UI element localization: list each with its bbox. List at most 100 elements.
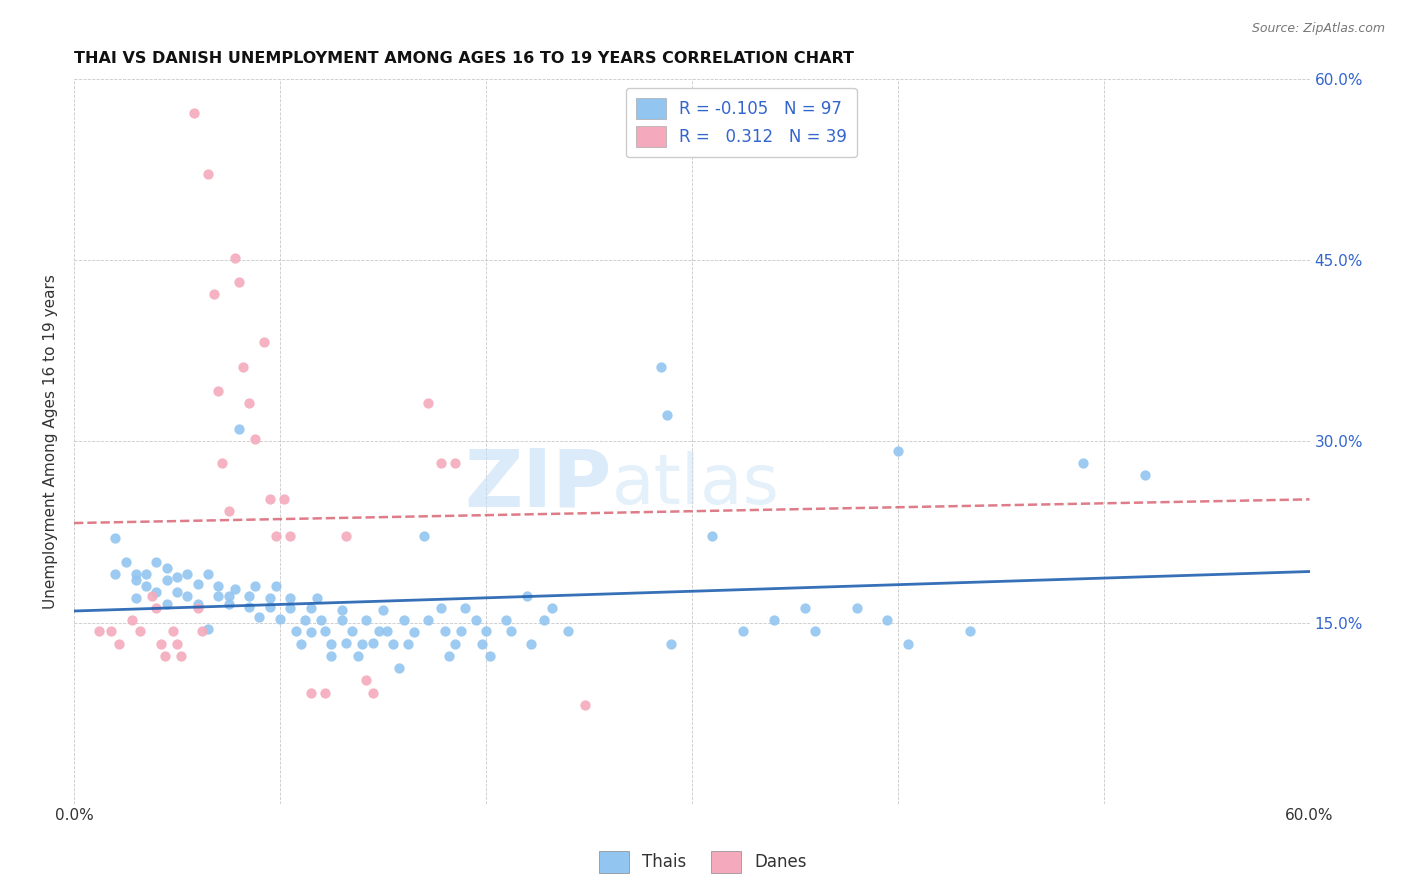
Point bbox=[1071, 456, 1094, 470]
Point bbox=[100, 624, 122, 638]
Point bbox=[285, 624, 308, 638]
Point bbox=[804, 624, 827, 638]
Point bbox=[238, 396, 260, 410]
Point bbox=[245, 579, 267, 593]
Point bbox=[299, 685, 322, 699]
Point bbox=[245, 432, 267, 446]
Point bbox=[187, 601, 209, 615]
Point bbox=[340, 624, 363, 638]
Point bbox=[450, 624, 472, 638]
Point bbox=[392, 613, 415, 627]
Point bbox=[454, 601, 477, 615]
Point bbox=[299, 625, 322, 640]
Point bbox=[108, 637, 131, 651]
Point bbox=[361, 636, 384, 650]
Point bbox=[135, 579, 157, 593]
Point bbox=[207, 589, 229, 603]
Point bbox=[224, 251, 246, 265]
Point bbox=[845, 601, 868, 615]
Point bbox=[659, 637, 682, 651]
Point bbox=[418, 396, 440, 410]
Point bbox=[418, 613, 440, 627]
Point bbox=[574, 698, 596, 712]
Point bbox=[278, 528, 301, 542]
Text: atlas: atlas bbox=[612, 451, 779, 518]
Point bbox=[197, 567, 219, 582]
Point bbox=[702, 528, 724, 542]
Point bbox=[259, 591, 281, 606]
Point bbox=[207, 579, 229, 593]
Point bbox=[156, 598, 179, 612]
Point bbox=[290, 637, 312, 651]
Point bbox=[202, 287, 225, 301]
Point bbox=[321, 649, 343, 664]
Point bbox=[197, 622, 219, 636]
Point bbox=[533, 613, 555, 627]
Point bbox=[356, 613, 378, 627]
Point bbox=[335, 528, 357, 542]
Point bbox=[299, 601, 322, 615]
Point bbox=[129, 624, 152, 638]
Point bbox=[959, 624, 981, 638]
Point bbox=[402, 625, 425, 640]
Point bbox=[207, 384, 229, 398]
Point bbox=[464, 613, 486, 627]
Point bbox=[211, 456, 233, 470]
Point bbox=[121, 613, 143, 627]
Point bbox=[475, 624, 498, 638]
Text: THAI VS DANISH UNEMPLOYMENT AMONG AGES 16 TO 19 YEARS CORRELATION CHART: THAI VS DANISH UNEMPLOYMENT AMONG AGES 1… bbox=[75, 51, 853, 66]
Point bbox=[259, 599, 281, 614]
Point bbox=[87, 624, 110, 638]
Legend: R = -0.105   N = 97, R =   0.312   N = 39: R = -0.105 N = 97, R = 0.312 N = 39 bbox=[626, 87, 856, 157]
Point bbox=[190, 624, 212, 638]
Point bbox=[382, 637, 405, 651]
Point bbox=[396, 637, 419, 651]
Point bbox=[352, 637, 374, 651]
Point bbox=[361, 685, 384, 699]
Point bbox=[655, 408, 678, 422]
Point bbox=[278, 591, 301, 606]
Point bbox=[314, 624, 336, 638]
Point bbox=[314, 685, 336, 699]
Point bbox=[375, 624, 398, 638]
Point bbox=[429, 601, 451, 615]
Point bbox=[187, 577, 209, 591]
Point bbox=[125, 574, 148, 588]
Point bbox=[309, 613, 332, 627]
Point bbox=[495, 613, 517, 627]
Point bbox=[733, 624, 755, 638]
Point bbox=[264, 579, 287, 593]
Point bbox=[197, 167, 219, 181]
Point bbox=[347, 649, 370, 664]
Point bbox=[218, 504, 240, 518]
Point bbox=[166, 585, 188, 599]
Point bbox=[413, 528, 436, 542]
Point bbox=[114, 555, 136, 569]
Point bbox=[278, 601, 301, 615]
Point bbox=[218, 589, 240, 603]
Point bbox=[153, 649, 176, 664]
Point bbox=[156, 561, 179, 575]
Point bbox=[218, 598, 240, 612]
Point bbox=[166, 637, 188, 651]
Y-axis label: Unemployment Among Ages 16 to 19 years: Unemployment Among Ages 16 to 19 years bbox=[44, 274, 58, 609]
Point bbox=[388, 661, 411, 675]
Point bbox=[557, 624, 579, 638]
Point bbox=[125, 567, 148, 582]
Point bbox=[183, 106, 205, 120]
Point bbox=[321, 637, 343, 651]
Point bbox=[650, 359, 672, 374]
Point bbox=[259, 492, 281, 507]
Text: ZIP: ZIP bbox=[464, 446, 612, 524]
Point bbox=[135, 567, 157, 582]
Point bbox=[238, 599, 260, 614]
Point bbox=[104, 531, 127, 545]
Point bbox=[307, 591, 329, 606]
Point bbox=[264, 528, 287, 542]
Point bbox=[228, 275, 250, 289]
Point bbox=[224, 582, 246, 596]
Point bbox=[145, 585, 167, 599]
Point bbox=[141, 589, 163, 603]
Point bbox=[170, 649, 193, 664]
Point bbox=[166, 570, 188, 584]
